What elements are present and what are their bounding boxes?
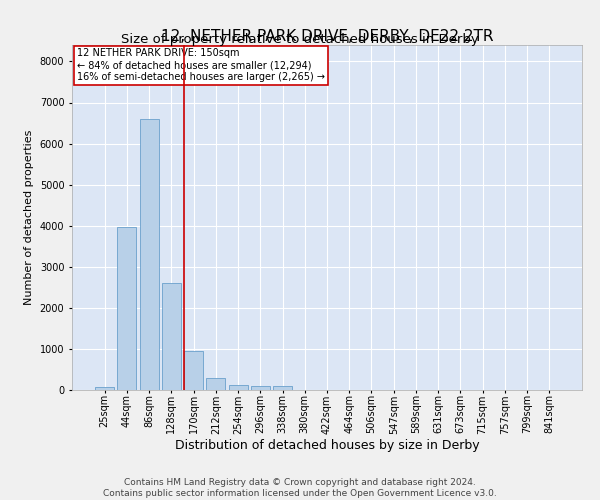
Bar	[229, 385, 248, 390]
Bar	[118, 226, 136, 390]
Bar	[162, 283, 181, 390]
Bar	[140, 119, 158, 390]
Bar	[251, 386, 270, 390]
Bar	[184, 351, 203, 390]
Y-axis label: Number of detached properties: Number of detached properties	[24, 130, 34, 305]
Bar	[273, 386, 292, 390]
Text: 12 NETHER PARK DRIVE: 150sqm
← 84% of detached houses are smaller (12,294)
16% o: 12 NETHER PARK DRIVE: 150sqm ← 84% of de…	[77, 48, 325, 82]
X-axis label: Distribution of detached houses by size in Derby: Distribution of detached houses by size …	[175, 439, 479, 452]
Title: 12, NETHER PARK DRIVE, DERBY, DE22 2TR: 12, NETHER PARK DRIVE, DERBY, DE22 2TR	[161, 29, 493, 44]
Text: Size of property relative to detached houses in Derby: Size of property relative to detached ho…	[121, 32, 479, 46]
Bar	[206, 378, 225, 390]
Bar	[95, 386, 114, 390]
Text: Contains HM Land Registry data © Crown copyright and database right 2024.
Contai: Contains HM Land Registry data © Crown c…	[103, 478, 497, 498]
